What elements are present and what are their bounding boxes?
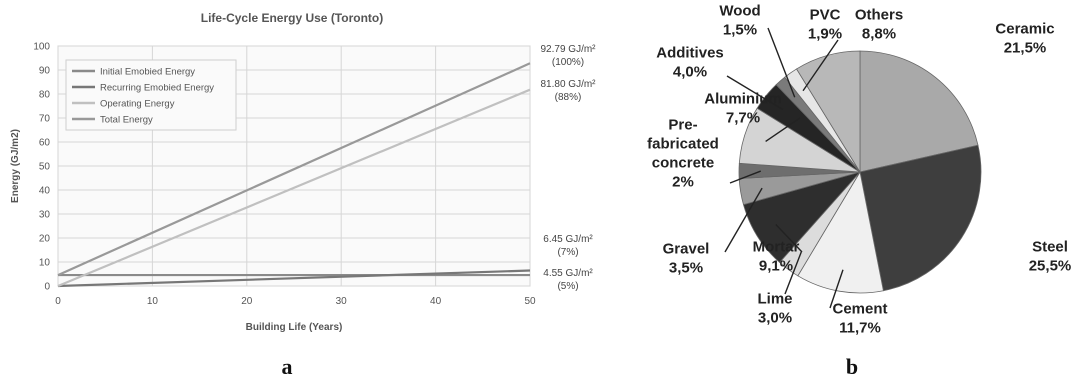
pie-value-label: 21,5% <box>1004 40 1047 57</box>
y-tick-label: 20 <box>39 234 51 245</box>
x-tick-label: 0 <box>55 296 61 307</box>
pie-value-label: 7,7% <box>726 110 760 127</box>
y-tick-label: 70 <box>39 114 51 125</box>
panel-label-b: b <box>846 354 858 379</box>
pie-label: PVC <box>810 7 841 24</box>
leader-lines <box>724 27 844 309</box>
series-line-2 <box>57 88 531 288</box>
legend: Initial Emobied Energy Recurring Emobied … <box>65 59 237 131</box>
x-tick-label: 50 <box>524 296 536 307</box>
leader-line <box>784 251 802 295</box>
pie-value-label: 3,0% <box>758 310 792 327</box>
pie-slice-2 <box>797 170 884 294</box>
x-tick-label: 40 <box>430 296 442 307</box>
pie-value-label: 4,0% <box>673 64 707 81</box>
pie-slices <box>738 50 982 294</box>
pie-label: Wood <box>719 3 760 20</box>
y-tick-label: 50 <box>39 162 51 173</box>
pie-label: Pre- <box>668 117 697 134</box>
annotation-percent: (5%) <box>557 281 578 292</box>
pie-value-label: 9,1% <box>759 258 793 275</box>
pie-slice-0 <box>859 50 979 173</box>
annotation-percent: (7%) <box>557 247 578 258</box>
annotation-value: 92.79 GJ/m² <box>540 44 596 55</box>
y-tick-label: 40 <box>39 186 51 197</box>
panel-label-a: a <box>282 354 293 379</box>
annotation-value: 4.55 GJ/m² <box>543 268 593 279</box>
y-tick-label: 0 <box>44 282 50 293</box>
y-axis-label: Energy (GJ/m2) <box>10 129 21 203</box>
pie-value-label: 25,5% <box>1029 258 1072 275</box>
pie-value-label: 2% <box>672 174 694 191</box>
pie-label: Steel <box>1032 239 1068 256</box>
pie-label: Lime <box>757 291 792 308</box>
pie-label: Ceramic <box>995 21 1054 38</box>
leader-line <box>767 27 796 98</box>
x-tick-label: 20 <box>241 296 253 307</box>
annotation-value: 81.80 GJ/m² <box>540 79 596 90</box>
pie-value-label: 11,7% <box>839 320 881 337</box>
pie-slice-1 <box>859 144 982 292</box>
chart-title: Life-Cycle Energy Use (Toronto) <box>201 11 383 25</box>
leader-line <box>729 170 762 184</box>
y-tick-label: 60 <box>39 138 51 149</box>
pie-value-label: 8,8% <box>862 26 896 43</box>
annotation-value: 6.45 GJ/m² <box>543 234 593 245</box>
pie-value-label: 1,9% <box>808 26 842 43</box>
line-chart: Life-Cycle Energy Use (Toronto) 0 10 20 30 4… <box>10 11 596 379</box>
y-tick-label: 10 <box>39 258 51 269</box>
x-axis-label: Building Life (Years) <box>246 322 343 333</box>
pie-value-label: 3,5% <box>669 260 703 277</box>
pie-label: concrete <box>652 155 715 172</box>
pie-chart: Ceramic 21,5% Steel 25,5% Cement 11,7% Lime 3,0… <box>647 3 1071 380</box>
leader-line <box>724 187 763 253</box>
pie-label: Others <box>855 7 903 24</box>
series-lines <box>57 62 531 288</box>
pie-label: fabricated <box>647 136 719 153</box>
legend-label: Operating Energy <box>100 99 175 110</box>
y-tick-label: 90 <box>39 66 51 77</box>
leader-line <box>726 75 784 111</box>
pie-label: Mortar <box>753 239 800 256</box>
x-tick-label: 10 <box>147 296 159 307</box>
legend-label: Initial Emobied Energy <box>100 67 195 78</box>
leader-line <box>802 39 839 92</box>
pie-labels: Ceramic 21,5% Steel 25,5% Cement 11,7% Lime 3,0… <box>647 3 1071 337</box>
series-line-3 <box>57 62 531 277</box>
leader-line <box>765 117 801 142</box>
pie-label: Aluminium <box>704 91 782 108</box>
legend-label: Total Energy <box>100 115 153 126</box>
y-tick-label: 100 <box>33 42 50 53</box>
annotation-percent: (88%) <box>555 92 582 103</box>
annotations: 92.79 GJ/m² (100%) 81.80 GJ/m² (88%) 6.45 GJ… <box>540 44 596 292</box>
y-tick-label: 30 <box>39 210 51 221</box>
legend-label: Recurring Emobied Energy <box>100 83 214 94</box>
y-tick-label: 80 <box>39 90 51 101</box>
pie-label: Additives <box>656 45 724 62</box>
leader-line <box>829 269 844 309</box>
pie-value-label: 1,5% <box>723 22 757 39</box>
pie-label: Gravel <box>663 241 710 258</box>
series-line-1 <box>57 269 531 288</box>
pie-label: Cement <box>832 301 887 318</box>
leader-line <box>775 224 803 253</box>
axes: 0 10 20 30 40 50 60 70 80 90 100 0 10 20 30 40 50 <box>33 42 536 308</box>
x-tick-label: 30 <box>336 296 348 307</box>
annotation-percent: (100%) <box>552 57 584 68</box>
